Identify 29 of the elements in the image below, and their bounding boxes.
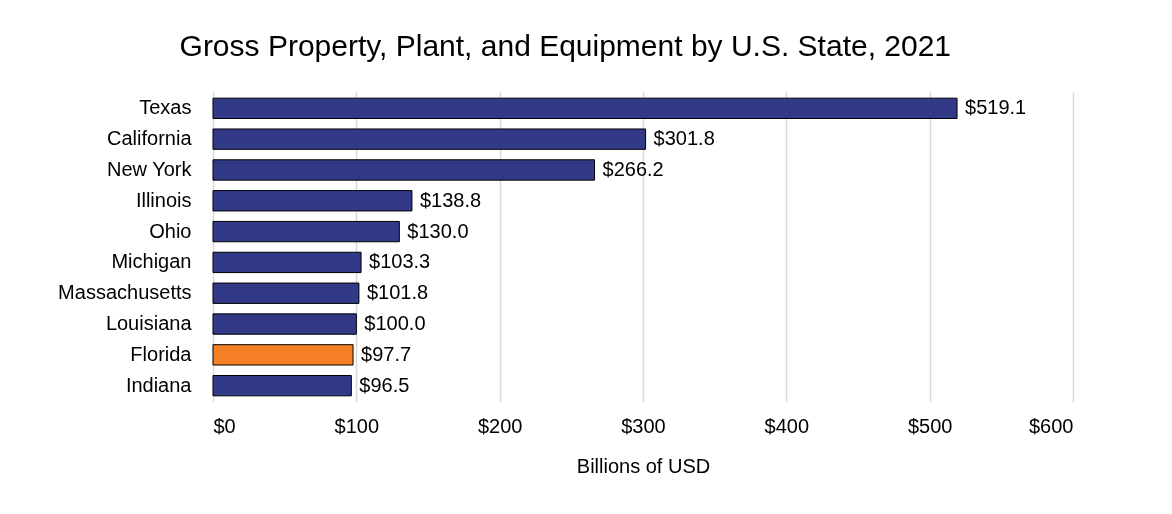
data-label: $266.2 (602, 157, 664, 180)
data-label: $138.8 (419, 188, 482, 211)
data-label: $103.3 (369, 250, 431, 273)
data-label: $96.5 (359, 373, 410, 396)
data-label: $130.0 (407, 219, 469, 242)
y-tick-label: Ohio (149, 219, 192, 242)
y-tick-label: New York (107, 157, 193, 180)
x-tick-label: $200 (477, 414, 523, 437)
x-tick-label: $500 (907, 414, 953, 437)
x-tick-label: $0 (213, 414, 236, 437)
y-tick-label: California (107, 127, 193, 150)
chart-title: Gross Property, Plant, and Equipment by U.S. State, 2021 (179, 29, 952, 62)
x-tick-label: $400 (764, 414, 810, 437)
y-tick-label: Florida (130, 342, 193, 365)
x-tick-label: $600 (1029, 414, 1074, 437)
y-tick-label: Michigan (111, 250, 192, 273)
x-axis-title: Billions of USD (576, 454, 711, 477)
y-tick-label: Illinois (135, 188, 192, 211)
y-tick-label: Massachusetts (58, 281, 192, 304)
x-tick-label: $100 (334, 414, 380, 437)
y-tick-label: Indiana (125, 373, 193, 396)
y-tick-label: Louisiana (105, 312, 193, 335)
data-label: $101.8 (366, 281, 429, 304)
data-label: $519.1 (965, 96, 1027, 119)
data-label: $97.7 (361, 342, 412, 365)
data-label: $301.8 (653, 127, 715, 150)
y-tick-label: Texas (139, 96, 192, 119)
data-label: $100.0 (364, 312, 426, 335)
x-tick-label: $300 (621, 414, 666, 437)
